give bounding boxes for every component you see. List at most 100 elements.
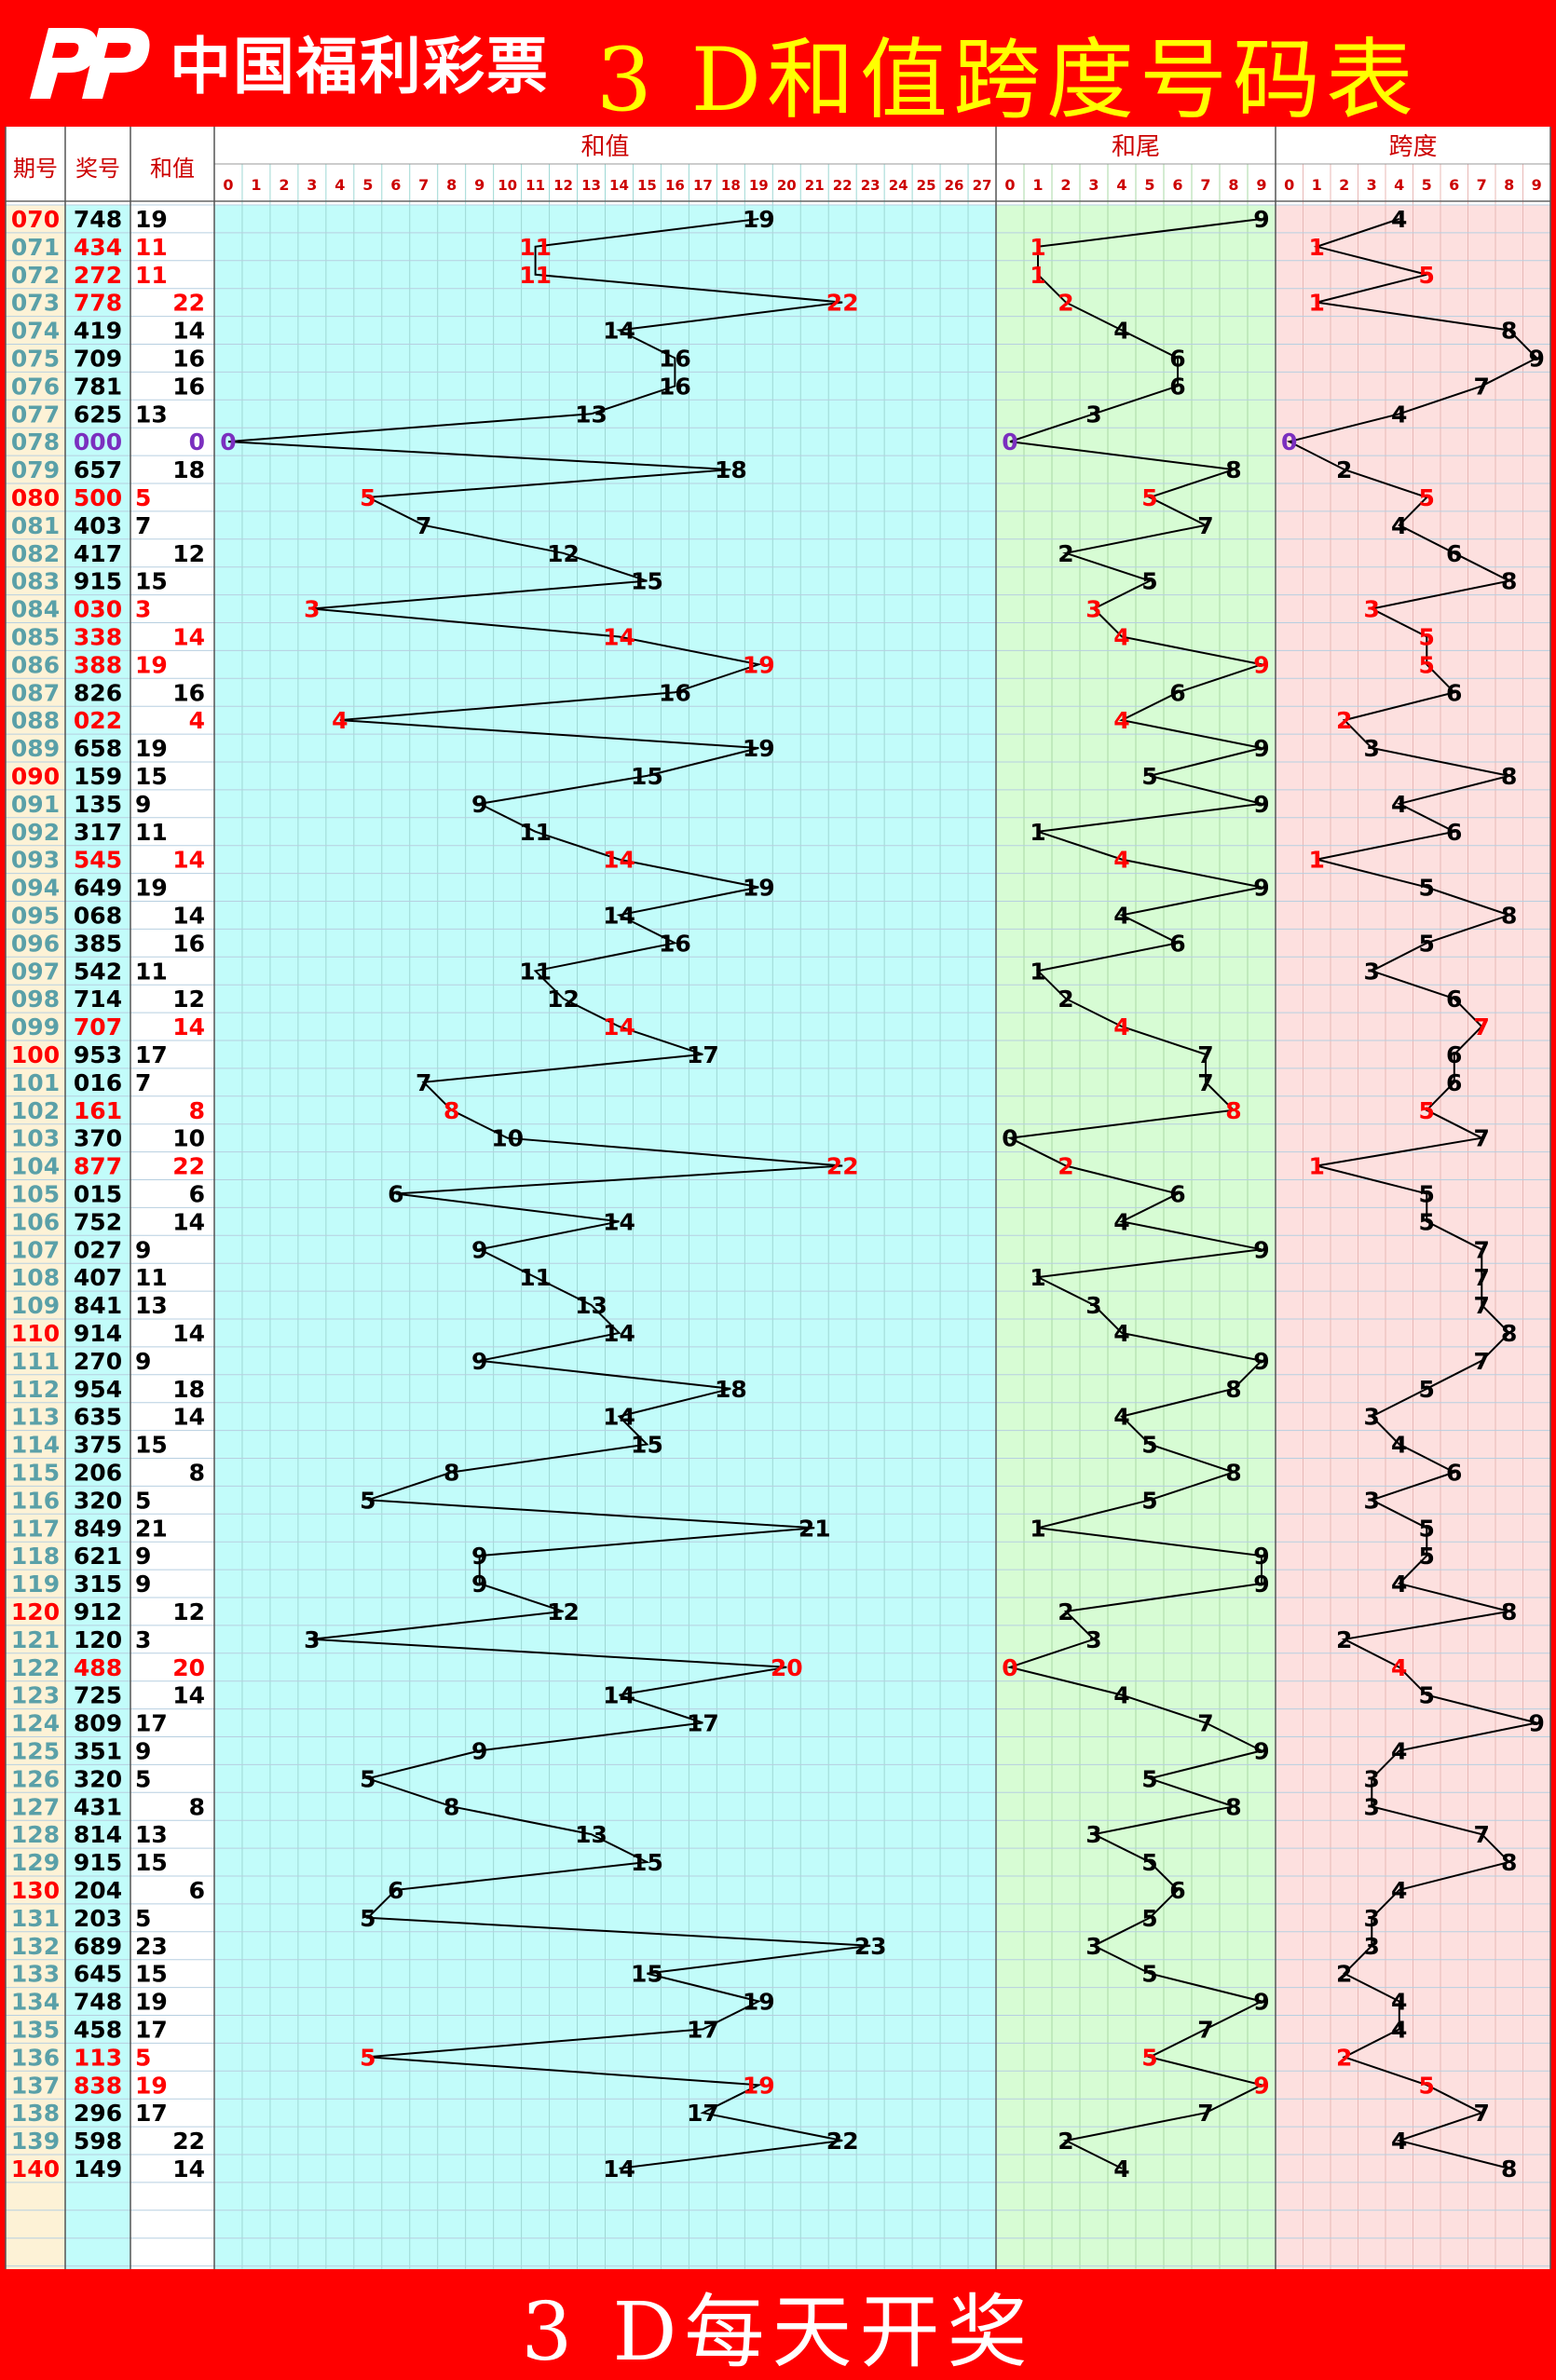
tail-point: 9: [1253, 1236, 1269, 1263]
draw-number: 320: [74, 1765, 122, 1792]
sum-value: 16: [172, 373, 205, 400]
span-point: 5: [1419, 1682, 1435, 1709]
tail-point: 9: [1253, 1571, 1269, 1598]
period-label: 135: [11, 2016, 60, 2043]
number-column-bg: [65, 205, 130, 2269]
sum-value: 9: [135, 791, 151, 818]
period-label: 093: [11, 847, 60, 874]
draw-number: 203: [74, 1905, 122, 1932]
period-label: 094: [11, 875, 60, 902]
draw-number: 635: [74, 1404, 122, 1431]
sum-value: 19: [135, 651, 168, 678]
draw-number: 204: [74, 1877, 122, 1904]
sum-point: 14: [603, 1320, 635, 1347]
sum-value: 16: [172, 930, 205, 957]
period-label: 131: [11, 1905, 60, 1932]
sum-value: 14: [172, 1013, 205, 1040]
tail-point: 1: [1030, 234, 1045, 261]
period-label: 139: [11, 2128, 60, 2155]
sum-point: 20: [771, 1654, 803, 1681]
tail-point: 4: [1113, 847, 1129, 874]
span-point: 2: [1336, 2044, 1352, 2071]
sum-point: 15: [631, 1849, 663, 1876]
sum-value: 17: [135, 1041, 168, 1068]
draw-number: 351: [74, 1737, 122, 1764]
tail-point: 4: [1113, 623, 1129, 650]
sum-point: 18: [715, 1376, 747, 1403]
span-point: 5: [1419, 262, 1435, 289]
period-label: 136: [11, 2044, 60, 2071]
tail-axis-tick: 1: [1032, 176, 1043, 194]
sum-value: 14: [172, 2156, 205, 2183]
sum-value: 19: [135, 735, 168, 762]
sum-point: 9: [471, 1571, 487, 1598]
tail-point: 9: [1253, 2072, 1269, 2099]
period-label: 090: [11, 763, 60, 790]
tail-point: 2: [1058, 2128, 1073, 2155]
sum-point: 9: [471, 1737, 487, 1764]
tail-point: 9: [1253, 1989, 1269, 2016]
period-label: 104: [11, 1153, 60, 1180]
tail-point: 0: [1002, 1125, 1017, 1152]
period-label: 071: [11, 234, 60, 261]
draw-number: 598: [74, 2128, 122, 2155]
span-point: 4: [1391, 401, 1407, 428]
span-point: 7: [1474, 1125, 1490, 1152]
draw-number: 625: [74, 401, 122, 428]
tail-point: 1: [1030, 262, 1045, 289]
draw-number: 814: [74, 1821, 122, 1848]
draw-number: 649: [74, 875, 122, 902]
span-point: 8: [1501, 902, 1517, 929]
period-label: 084: [11, 596, 60, 623]
draw-number: 113: [74, 2044, 122, 2071]
sum-point: 10: [491, 1125, 524, 1152]
span-axis-tick: 6: [1449, 176, 1459, 194]
tail-point: 7: [1197, 2100, 1213, 2127]
span-point: 3: [1364, 1793, 1380, 1820]
tail-trend-line: [1006, 218, 1265, 2169]
span-axis-tick: 2: [1339, 176, 1349, 194]
span-point: 4: [1391, 2128, 1407, 2155]
sum-point: 5: [360, 484, 375, 511]
tail-point: 9: [1253, 875, 1269, 902]
tail-point: 7: [1197, 1041, 1213, 1068]
draw-number: 385: [74, 930, 122, 957]
tail-point: 4: [1113, 707, 1129, 734]
sum-point: 15: [631, 568, 663, 595]
sum-point: 14: [603, 2156, 635, 2183]
sum-point: 17: [687, 1041, 719, 1068]
tail-point: 2: [1058, 1153, 1073, 1180]
period-label: 124: [11, 1710, 60, 1737]
sum-value: 5: [135, 2044, 151, 2071]
span-trend-line: [1286, 218, 1538, 2169]
tail-point: 9: [1253, 1348, 1269, 1375]
draw-number: 434: [74, 234, 122, 261]
tail-point: 9: [1253, 735, 1269, 762]
sum-axis-tick: 5: [362, 176, 373, 194]
period-label: 113: [11, 1404, 60, 1431]
sum-point: 11: [519, 958, 552, 985]
draw-number: 707: [74, 1013, 122, 1040]
span-point: 7: [1474, 1264, 1490, 1291]
period-label: 089: [11, 735, 60, 762]
draw-number: 320: [74, 1487, 122, 1514]
period-label: 126: [11, 1765, 60, 1792]
span-point: 4: [1391, 1654, 1407, 1681]
period-label: 103: [11, 1125, 60, 1152]
span-point: 8: [1501, 568, 1517, 595]
period-label: 095: [11, 902, 60, 929]
span-point: 3: [1364, 596, 1380, 623]
sum-value: 21: [135, 1515, 168, 1542]
draw-number: 417: [74, 540, 122, 567]
tail-point: 9: [1253, 651, 1269, 678]
period-label: 116: [11, 1487, 60, 1514]
draw-number: 781: [74, 373, 122, 400]
tail-point: 2: [1058, 986, 1073, 1013]
span-point: 2: [1336, 707, 1352, 734]
draw-number: 826: [74, 679, 122, 706]
draw-number: 714: [74, 986, 122, 1013]
sum-value: 14: [172, 1404, 205, 1431]
span-point: 1: [1309, 234, 1325, 261]
span-point: 3: [1364, 1765, 1380, 1792]
sum-point: 19: [743, 2072, 775, 2099]
